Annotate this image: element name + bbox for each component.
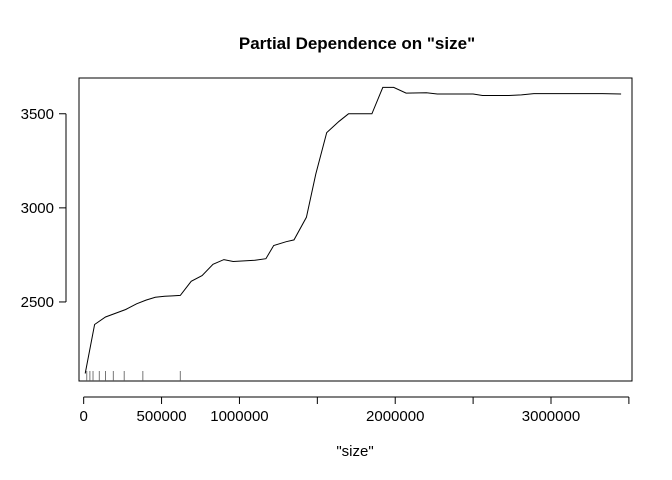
x-tick-label: 0 [80,408,88,425]
x-axis-label: "size" [336,443,373,460]
x-tick-label: 500000 [137,408,187,425]
x-tick-label: 1000000 [210,408,268,425]
y-tick-label: 3500 [21,106,54,123]
rug-marks [86,371,181,381]
x-axis: 0 500000 1000000 2000000 3000000 [80,396,630,425]
series-line [84,86,622,374]
y-axis: 2500 3000 3500 [21,106,67,311]
x-tick-label: 2000000 [366,408,424,425]
x-tick-label: 3000000 [522,408,580,425]
y-tick-label: 3000 [21,200,54,217]
plot-frame [78,77,633,382]
series-group [84,86,622,374]
y-tick-label: 2500 [21,294,54,311]
chart-title: Partial Dependence on "size" [239,34,475,53]
